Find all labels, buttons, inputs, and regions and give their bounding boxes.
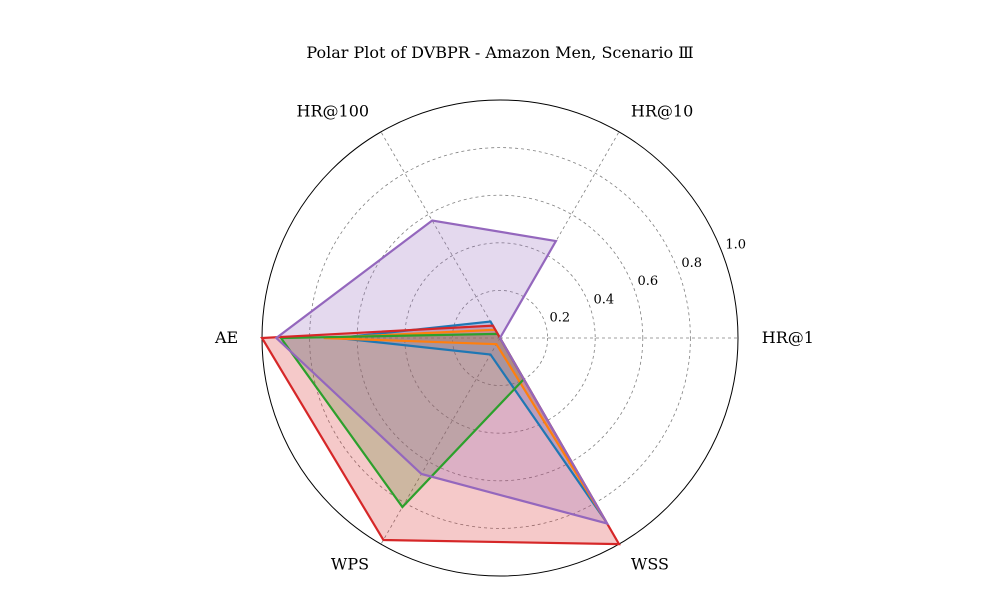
grid-circle-1 [404, 242, 596, 434]
grid-circle-3 [309, 147, 691, 529]
spoke-2 [380, 131, 501, 339]
series-4-line [274, 219, 610, 526]
axis-label-wss: WSS [631, 555, 669, 574]
r-tick-label-1: 0.4 [594, 292, 615, 307]
axis-label-hr-100: HR@100 [297, 101, 370, 120]
axis-label-hr-1: HR@1 [762, 328, 814, 347]
r-tick-label-2: 0.6 [638, 274, 659, 289]
axis-label-ae: AE [214, 328, 238, 347]
r-tick-label-4: 1.0 [725, 238, 746, 253]
axis-label-wps: WPS [331, 555, 369, 574]
label-layer: HR@1 HR@10 HR@100 AE WPS WSS 0.2 0.4 0.6 0.8 1.0 [214, 101, 814, 573]
grid-circle-0 [451, 289, 548, 386]
series-4-fill [276, 220, 608, 524]
spoke-1 [499, 131, 620, 339]
r-tick-label-0: 0.2 [550, 311, 571, 326]
axis-label-hr-10: HR@10 [631, 101, 693, 120]
series-2-fill [281, 333, 524, 507]
series-layer [260, 219, 621, 546]
grid-circle-2 [356, 194, 644, 482]
series-3-fill [262, 325, 619, 545]
chart-title: Polar Plot of DVBPR - Amazon Men, Scenar… [306, 43, 693, 62]
r-tick-label-3: 0.8 [681, 256, 702, 271]
spoke-4 [380, 337, 501, 545]
